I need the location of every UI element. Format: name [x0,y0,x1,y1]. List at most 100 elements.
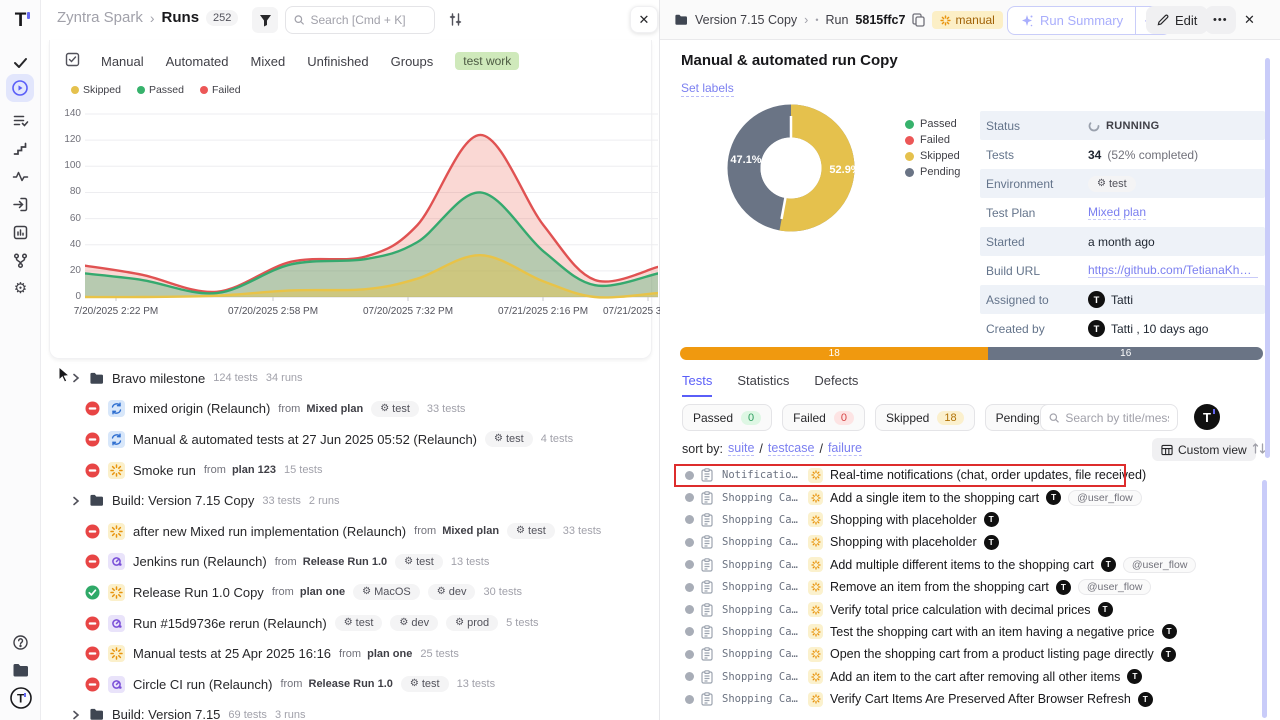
test-title[interactable]: Verify total price calculation with deci… [830,602,1091,617]
manual-test-icon [808,512,823,528]
activity-icon[interactable] [0,164,41,188]
tab-statistics[interactable]: Statistics [737,373,790,388]
projects-folder-icon[interactable] [0,658,41,682]
test-row[interactable]: Shopping Ca… Test the shopping cart with … [660,621,1280,643]
tab-mixed[interactable]: Mixed [250,53,286,69]
run-row[interactable]: Jenkins run (Relaunch) from Release Run 1… [41,547,660,578]
test-title[interactable]: Test the shopping cart with an item havi… [830,624,1155,639]
breadcrumb-project[interactable]: Zyntra Spark [57,9,143,26]
test-plan-link[interactable]: Mixed plan [1088,205,1147,220]
run-row[interactable]: mixed origin (Relaunch) from Mixed plan ⚙ t… [41,394,660,425]
panel-scrollbar[interactable] [1265,58,1270,458]
chevron-right-icon[interactable] [71,710,81,720]
filter-chip-skipped[interactable]: Skipped 18 [874,404,975,431]
test-row[interactable]: Shopping Ca… Verify total price calculati… [660,598,1280,620]
runs-search-input[interactable] [310,13,426,27]
close-detail-button[interactable]: ✕ [1244,12,1255,27]
user-avatar-icon[interactable]: T [0,686,41,710]
test-title[interactable]: Real-time notifications (chat, order upd… [830,468,1147,483]
test-row[interactable]: Shopping Ca… Add a single item to the sho… [660,486,1280,508]
list-check-icon[interactable] [0,108,41,132]
filter-chip-failed[interactable]: Failed 0 [782,404,865,431]
run-row[interactable]: Circle CI run (Relaunch) from Release Run… [41,669,660,700]
run-row[interactable]: Run #15d9736e rerun (Relaunch) ⚙ test ⚙ dev ⚙… [41,608,660,639]
chevron-right-icon[interactable] [71,496,81,506]
tag-filter-badge[interactable]: test work [455,52,520,70]
run-name[interactable]: Smoke run [133,462,196,478]
run-row[interactable]: Smoke run from plan 123 15 tests [41,455,660,486]
test-title[interactable]: Add a single item to the shopping cart [830,490,1040,505]
new-run-icon[interactable] [65,52,80,70]
detail-label: Tests [986,147,1015,162]
runs-search[interactable] [285,6,435,34]
report-icon[interactable] [0,220,41,244]
swap-sort-icon[interactable] [1252,442,1266,458]
runs-icon-active[interactable] [6,74,34,102]
filter-chip-passed[interactable]: Passed 0 [682,404,773,431]
help-icon[interactable] [0,630,41,654]
test-row[interactable]: Notificatio… Real-time notifications (cha… [660,464,1280,487]
run-name[interactable]: Jenkins run (Relaunch) [133,554,267,570]
sort-link-failure[interactable]: failure [827,441,862,456]
test-title[interactable]: Open the shopping cart from a product li… [830,647,1154,662]
run-name[interactable]: after new Mixed run implementation (Rela… [133,523,407,539]
tab-unfinished[interactable]: Unfinished [307,53,369,69]
test-row[interactable]: Shopping Ca… Shopping with placeholder T [660,531,1280,553]
group-row[interactable]: Build: Version 7.15 Copy 33 tests 2 runs [41,485,660,516]
test-title[interactable]: Add multiple different items to the shop… [830,557,1094,572]
close-panel-button[interactable]: ✕ [630,6,658,33]
tab-groups[interactable]: Groups [390,53,434,69]
view-settings-icon[interactable] [448,12,463,30]
run-row[interactable]: Release Run 1.0 Copy from plan one ⚙ MacOS ⚙… [41,577,660,608]
sort-link-testcase[interactable]: testcase [767,441,815,456]
group-runs-count: 2 runs [308,494,340,507]
settings-gear-icon[interactable]: ⚙ [13,279,28,297]
test-list-scrollbar[interactable] [1262,480,1267,718]
group-row[interactable]: Bravo milestone 124 tests 34 runs [41,363,660,394]
more-actions-button[interactable]: ••• [1205,6,1236,34]
group-row[interactable]: Build: Version 7.15 69 tests 3 runs [41,700,660,720]
tab-defects[interactable]: Defects [814,373,859,388]
test-row[interactable]: Shopping Ca… Verify Cart Items Are Preser… [660,688,1280,710]
tab-tests[interactable]: Tests [682,373,713,397]
test-row[interactable]: Shopping Ca… Add multiple different items… [660,554,1280,576]
run-row[interactable]: after new Mixed run implementation (Rela… [41,516,660,547]
test-row[interactable]: Shopping Ca… Shopping with placeholder T [660,509,1280,531]
run-breadcrumb-folder[interactable]: Version 7.15 Copy [695,13,798,27]
test-title[interactable]: Verify Cart Items Are Preserved After Br… [830,692,1131,707]
run-name[interactable]: Run #15d9736e rerun (Relaunch) [133,615,327,631]
copy-icon[interactable] [912,13,926,27]
edit-button[interactable]: Edit [1146,6,1209,34]
custom-view-button[interactable]: Custom view [1152,438,1256,461]
set-labels-link[interactable]: Set labels [681,81,734,97]
test-title[interactable]: Shopping with placeholder [830,512,977,527]
test-row[interactable]: Shopping Ca… Add an item to the cart afte… [660,666,1280,688]
filter-funnel-button[interactable] [252,7,278,33]
run-row[interactable]: Manual & automated tests at 27 Jun 2025 … [41,424,660,455]
test-title[interactable]: Shopping with placeholder [830,535,977,550]
tests-search-input[interactable] [1065,410,1169,425]
run-summary-button[interactable]: Run Summary [1008,13,1135,28]
run-name[interactable]: Manual & automated tests at 27 Jun 2025 … [133,431,477,447]
test-title[interactable]: Remove an item from the shopping cart [830,580,1049,595]
run-name[interactable]: Circle CI run (Relaunch) [133,676,273,692]
test-title[interactable]: Add an item to the cart after removing a… [830,669,1121,684]
test-row[interactable]: Shopping Ca… Remove an item from the shop… [660,576,1280,598]
assignee-filter-avatar[interactable]: T [1194,404,1220,430]
branch-icon[interactable] [0,248,41,272]
build-url-link[interactable]: https://github.com/TetianaKhomen... [1088,263,1258,278]
check-icon[interactable] [0,50,41,74]
run-name[interactable]: mixed origin (Relaunch) [133,401,271,417]
tab-manual[interactable]: Manual [101,53,144,69]
run-row[interactable]: Manual tests at 25 Apr 2025 16:16 from pl… [41,638,660,669]
test-row[interactable]: Shopping Ca… Open the shopping cart from … [660,643,1280,665]
run-name[interactable]: Release Run 1.0 Copy [133,584,264,600]
run-name[interactable]: Manual tests at 25 Apr 2025 16:16 [133,646,332,662]
tab-automated[interactable]: Automated [165,53,229,69]
sort-link-suite[interactable]: suite [728,441,755,456]
steps-icon[interactable] [0,136,41,160]
tests-search[interactable] [1040,404,1178,431]
chevron-right-icon[interactable] [71,373,81,383]
import-icon[interactable] [0,192,41,216]
app-logo[interactable]: T [0,8,41,32]
